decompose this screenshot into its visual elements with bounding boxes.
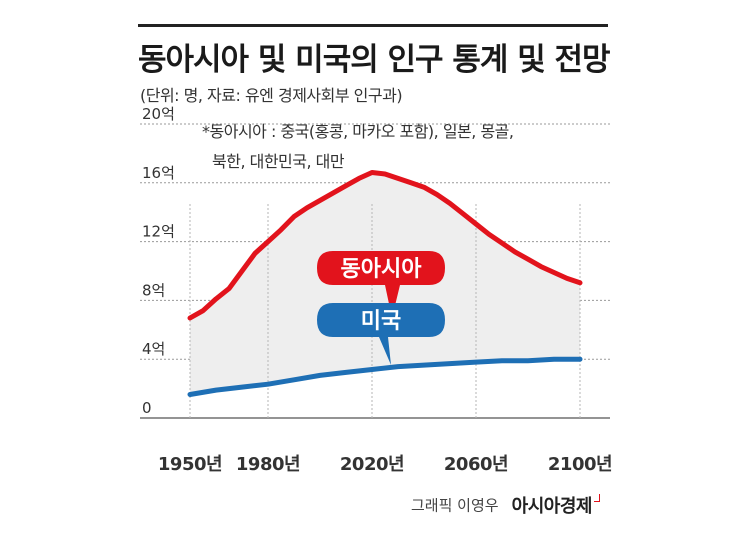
x-tick-label-0: 1950년	[158, 454, 222, 475]
brand-logo: 아시아경제	[511, 496, 593, 517]
y-tick-label-1: 4억	[142, 340, 165, 358]
x-tick-label-3: 2060년	[444, 454, 508, 475]
callout-east-asia-label: 동아시아	[341, 257, 423, 282]
x-tick-label-2: 2020년	[340, 454, 404, 475]
footnote-line-1: *동아시아 : 중국(홍콩, 마카오 포함), 일본, 몽골,	[202, 122, 514, 141]
credit: 그래픽 이영우 아시아경제	[411, 492, 600, 518]
chart-subtitle: (단위: 명, 자료: 유엔 경제사회부 인구과)	[140, 86, 403, 105]
y-tick-labels: 0 4억 8억 12억 16억 20억	[142, 105, 175, 417]
callout-usa-bubble	[317, 303, 445, 365]
y-tick-label-3: 12억	[142, 223, 175, 241]
series-line-east-asia	[187, 170, 583, 321]
y-tick-label-5: 20억	[142, 105, 175, 123]
callout-east-asia-bubble	[317, 251, 445, 318]
callout-east-asia: 동아시아	[317, 251, 445, 318]
series-line-usa	[187, 356, 583, 397]
y-tick-label-0: 0	[142, 399, 152, 417]
credit-graphics: 그래픽 이영우	[411, 496, 499, 515]
footnote-line-2: 북한, 대한민국, 대만	[212, 152, 345, 171]
callout-usa: 미국	[317, 303, 445, 365]
top-rule	[138, 24, 608, 27]
x-tick-label-4: 2100년	[548, 454, 612, 475]
x-tick-labels: 1950년 1980년 2020년 2060년 2100년	[158, 454, 613, 475]
brand-mark-icon	[593, 494, 600, 502]
y-tick-label-2: 8억	[142, 281, 165, 299]
grid-lines	[140, 123, 610, 419]
chart-title: 동아시아 및 미국의 인구 통계 및 전망	[138, 42, 611, 78]
x-tick-label-1: 1980년	[236, 454, 300, 475]
y-tick-label-4: 16억	[142, 164, 175, 182]
callout-usa-label: 미국	[361, 309, 401, 334]
